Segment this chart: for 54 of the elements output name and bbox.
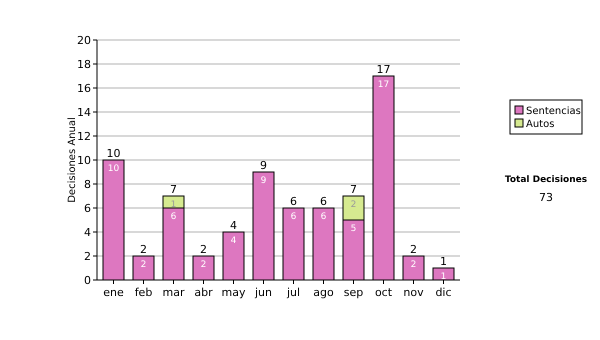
total-label: 2	[200, 243, 207, 256]
total-label: 6	[290, 195, 297, 208]
legend-label: Autos	[526, 119, 554, 130]
data-label: 4	[230, 236, 237, 246]
data-label: 5	[350, 224, 356, 234]
total-label: 2	[410, 243, 417, 256]
x-tick-label: jul	[286, 286, 300, 299]
data-label: 9	[260, 176, 267, 186]
total-label: 7	[170, 183, 177, 196]
x-tick-label: ago	[313, 286, 334, 299]
data-label: 1	[440, 272, 446, 282]
y-tick-label: 8	[84, 178, 91, 191]
data-label: 2	[350, 200, 356, 210]
data-label: 6	[290, 212, 297, 222]
y-tick-label: 10	[77, 154, 91, 167]
text: 73	[539, 191, 553, 204]
y-axis-title: Decisiones Anual	[67, 117, 78, 203]
total-label: 2	[140, 243, 147, 256]
y-tick-label: 6	[84, 202, 91, 215]
total-label: 1	[440, 255, 447, 268]
y-tick-label: 2	[84, 250, 91, 263]
x-tick-label: abr	[194, 286, 214, 299]
data-label: 6	[170, 212, 177, 222]
y-tick-label: 18	[77, 58, 91, 71]
x-tick-label: dic	[435, 286, 452, 299]
total-label: 7	[350, 183, 357, 196]
y-tick-label: 4	[84, 226, 91, 239]
total-label: 6	[320, 195, 327, 208]
y-tick-label: 0	[84, 274, 91, 287]
total-label: 10	[106, 147, 120, 160]
x-tick-label: oct	[374, 286, 393, 299]
data-label: 10	[108, 164, 120, 174]
total-label: 9	[260, 159, 267, 172]
data-label: 2	[410, 260, 416, 270]
data-label: 2	[200, 260, 206, 270]
total-label: 17	[376, 63, 390, 76]
x-tick-label: mar	[162, 286, 185, 299]
x-tick-label: ene	[103, 286, 124, 299]
total-label: 4	[230, 219, 237, 232]
x-tick-label: jun	[254, 286, 272, 299]
y-tick-label: 16	[77, 82, 91, 95]
x-tick-label: nov	[403, 286, 424, 299]
y-tick-label: 14	[77, 106, 91, 119]
data-label: 1	[170, 200, 176, 210]
text: Total Decisiones	[504, 175, 588, 185]
legend-label: Sentencias	[526, 106, 581, 117]
y-tick-label: 12	[77, 130, 91, 143]
y-tick-label: 20	[77, 34, 91, 47]
data-label: 2	[140, 260, 146, 270]
x-tick-label: sep	[344, 286, 364, 299]
x-tick-label: feb	[134, 286, 152, 299]
data-label: 17	[378, 80, 390, 90]
x-tick-label: may	[222, 286, 246, 299]
data-label: 6	[320, 212, 327, 222]
